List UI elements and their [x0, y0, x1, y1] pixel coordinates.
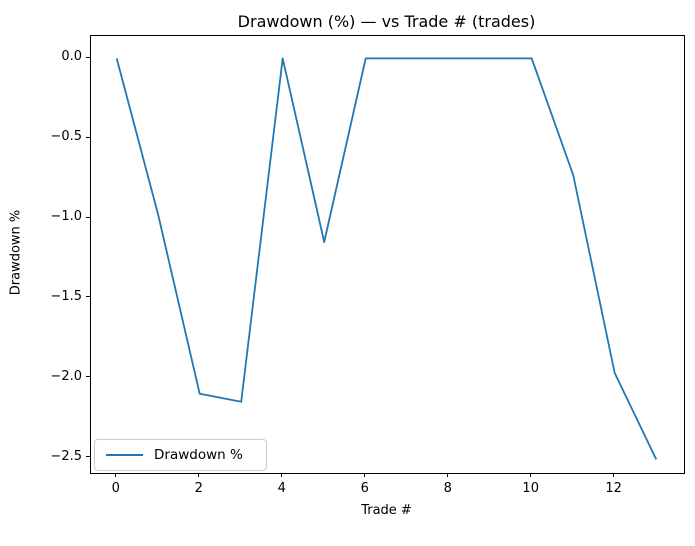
- x-tick-mark: [115, 473, 117, 477]
- x-tick-label: 8: [443, 481, 452, 496]
- y-axis-label: Drawdown %: [8, 209, 24, 296]
- y-tick-label: −1.5: [50, 288, 82, 304]
- plot-area: [90, 35, 685, 474]
- x-tick-mark: [364, 473, 366, 477]
- x-tick-mark: [198, 473, 200, 477]
- y-tick-mark: [86, 136, 90, 138]
- x-tick-label: 6: [360, 481, 369, 496]
- legend: Drawdown %: [94, 439, 267, 471]
- x-tick-mark: [281, 473, 283, 477]
- x-axis-label: Trade #: [361, 503, 412, 518]
- y-tick-mark: [86, 296, 90, 298]
- legend-line-sample-icon: [106, 454, 143, 456]
- drawdown-line: [115, 57, 658, 460]
- y-tick-label: 0.0: [61, 49, 82, 65]
- x-tick-mark: [530, 473, 532, 477]
- y-tick-label: −2.5: [50, 448, 82, 464]
- x-tick-label: 0: [111, 481, 120, 496]
- y-tick-label: −1.0: [50, 209, 82, 225]
- legend-label: Drawdown %: [154, 447, 243, 463]
- x-tick-label: 10: [522, 481, 539, 496]
- x-tick-mark: [613, 473, 615, 477]
- y-tick-mark: [86, 376, 90, 378]
- plot-svg: [115, 57, 658, 460]
- x-tick-label: 2: [194, 481, 203, 496]
- y-tick-label: −2.0: [50, 368, 82, 384]
- x-tick-label: 4: [277, 481, 286, 496]
- x-tick-label: 12: [605, 481, 622, 496]
- y-tick-mark: [86, 216, 90, 218]
- chart-title: Drawdown (%) — vs Trade # (trades): [237, 12, 536, 31]
- y-tick-mark: [86, 456, 90, 458]
- y-tick-mark: [86, 56, 90, 58]
- x-tick-mark: [447, 473, 449, 477]
- y-tick-label: −0.5: [50, 129, 82, 145]
